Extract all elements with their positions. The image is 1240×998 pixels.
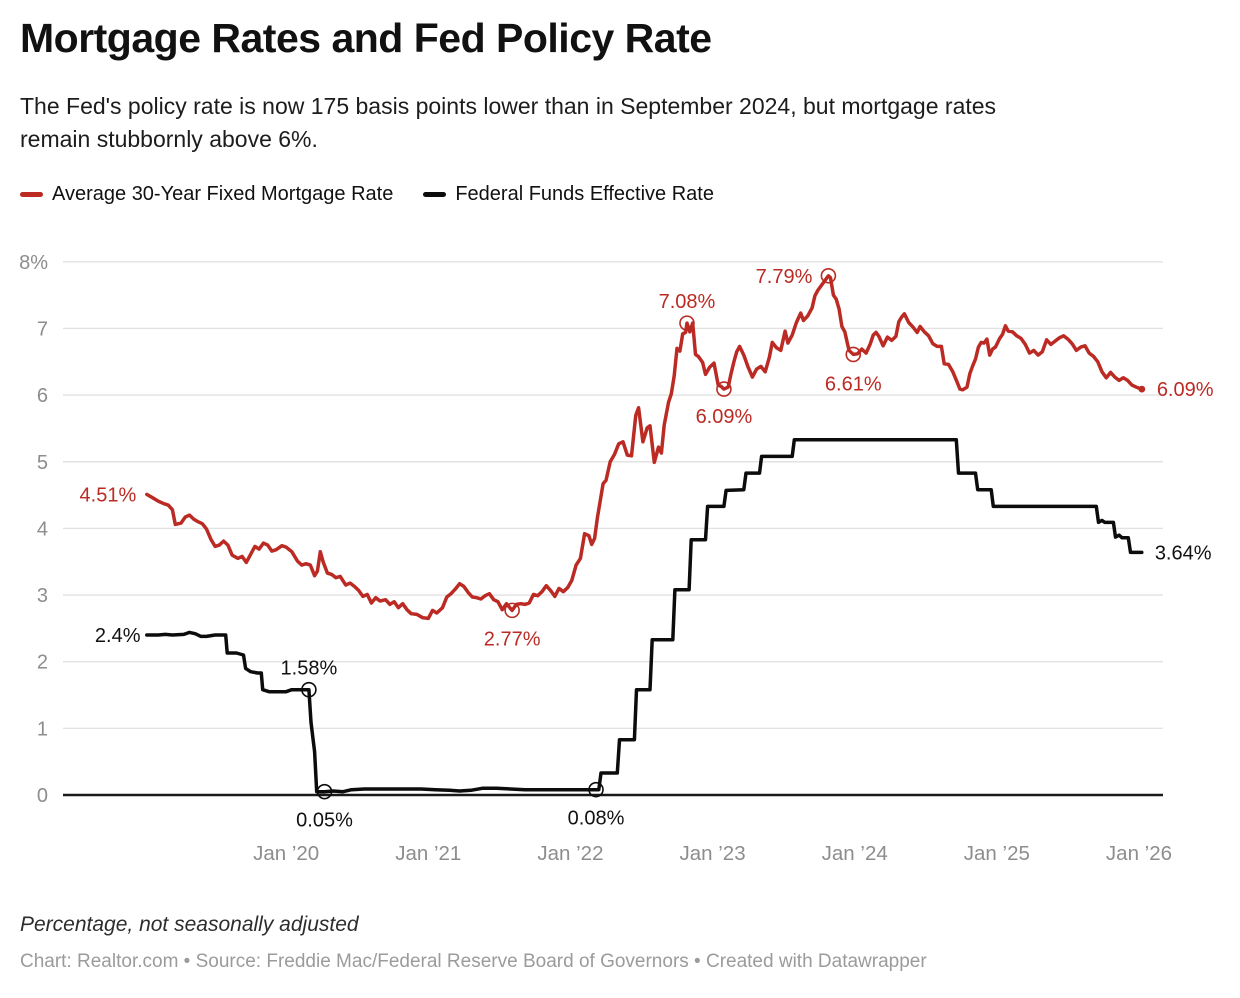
page-title: Mortgage Rates and Fed Policy Rate xyxy=(20,15,712,61)
annotation-marker xyxy=(679,315,695,331)
fed-line xyxy=(145,438,1144,794)
x-axis-tick-label: Jan ’22 xyxy=(537,842,603,865)
mortgage-line-swatch-icon xyxy=(20,192,43,197)
x-axis-tick-label: Jan ’26 xyxy=(1106,842,1172,865)
annotation-label: 0.05% xyxy=(296,810,353,832)
subtitle-line-1: The Fed's policy rate is now 175 basis p… xyxy=(20,93,997,119)
subtitle: The Fed's policy rate is now 175 basis p… xyxy=(20,90,1225,156)
subtitle-line-2: remain stubbornly above 6%. xyxy=(20,126,318,152)
mortgage-line xyxy=(145,274,1144,621)
x-axis-tick-label: Jan ’25 xyxy=(964,842,1030,865)
annotation-label: 7.08% xyxy=(659,291,716,313)
annotation-label: 3.64% xyxy=(1155,542,1212,564)
annotation-label: 1.58% xyxy=(281,658,338,680)
legend-label-mortgage: Average 30-Year Fixed Mortgage Rate xyxy=(52,183,394,205)
y-axis-tick-label: 6 xyxy=(37,385,48,407)
y-axis-tick-label: 1 xyxy=(37,718,48,740)
attribution: Chart: Realtor.com • Source: Freddie Mac… xyxy=(20,951,927,972)
annotation-label: 7.79% xyxy=(756,266,813,288)
annotation-label: 0.08% xyxy=(568,808,625,830)
annotation-marker xyxy=(820,267,837,284)
annotation-marker xyxy=(588,781,604,798)
legend: Average 30-Year Fixed Mortgage Rate Fede… xyxy=(20,183,714,206)
x-axis-tick-label: Jan ’20 xyxy=(253,842,319,865)
annotation-marker xyxy=(504,602,520,619)
annotation-label: 2.4% xyxy=(95,625,141,647)
y-axis-tick-label: 3 xyxy=(37,585,48,607)
chart-svg: 8% 7 6 5 4 3 2 1 0 Jan ’20 Jan ’21 Jan ’22 Jan ’23 Ja… xyxy=(19,252,1214,865)
annotation-label: 2.77% xyxy=(484,628,541,650)
y-axis-tick-label: 2 xyxy=(37,652,48,674)
y-axis-tick-label: 4 xyxy=(37,518,48,540)
fed-line-swatch-icon xyxy=(423,192,447,197)
chart-note: Percentage, not seasonally adjusted xyxy=(20,913,359,936)
x-axis-tick-label: Jan ’21 xyxy=(395,842,461,865)
annotation-marker xyxy=(845,346,862,363)
annotation-marker xyxy=(301,681,317,698)
annotation-marker xyxy=(716,381,732,397)
annotation-marker xyxy=(316,783,333,800)
annotation-label: 6.61% xyxy=(825,373,882,395)
y-axis-tick-label: 0 xyxy=(37,785,48,807)
x-axis-tick-label: Jan ’23 xyxy=(680,842,746,865)
line-end-dot xyxy=(1138,385,1146,393)
legend-label-fed: Federal Funds Effective Rate xyxy=(455,183,714,205)
y-axis-tick-label: 8% xyxy=(19,252,48,274)
legend-item-fed: Federal Funds Effective Rate xyxy=(423,183,714,206)
annotation-label: 6.09% xyxy=(696,406,753,428)
y-axis-tick-label: 7 xyxy=(37,318,48,340)
annotation-label: 4.51% xyxy=(80,484,137,506)
x-axis-tick-label: Jan ’24 xyxy=(822,842,888,865)
y-axis-tick-label: 5 xyxy=(37,452,48,474)
annotation-label: 6.09% xyxy=(1157,379,1214,401)
legend-item-mortgage: Average 30-Year Fixed Mortgage Rate xyxy=(20,183,393,206)
